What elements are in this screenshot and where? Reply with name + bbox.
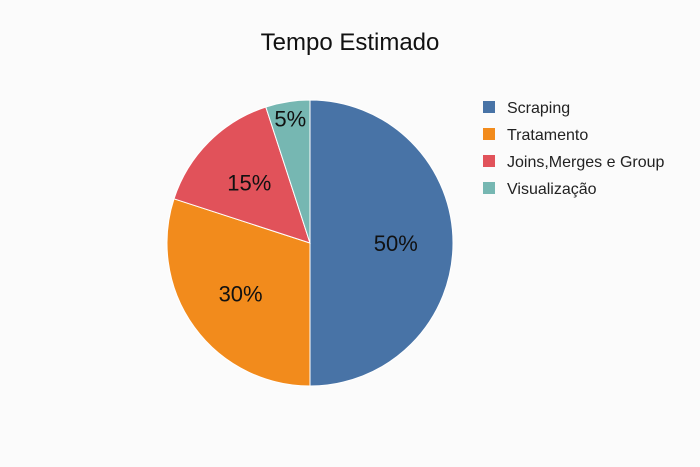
chart-title: Tempo Estimado bbox=[261, 29, 440, 56]
legend-swatch bbox=[483, 182, 495, 194]
pie-slice-visualiza-o bbox=[265, 99, 311, 244]
legend-swatch bbox=[483, 101, 495, 113]
pie-slice-labels: 50% 30% 15% 5% bbox=[219, 107, 418, 307]
legend-label: Scraping bbox=[507, 100, 570, 117]
legend-label: Joins,Merges e Group bbox=[507, 154, 665, 171]
pie-slice-tratamento bbox=[166, 198, 311, 387]
pie-slices bbox=[166, 99, 454, 387]
legend: Scraping Tratamento Joins,Merges e Group Vi… bbox=[483, 100, 665, 198]
legend-swatch bbox=[483, 128, 495, 140]
slice-value-label: 15% bbox=[227, 170, 271, 195]
slice-value-label: 5% bbox=[274, 107, 306, 132]
pie-slice-scraping bbox=[309, 99, 454, 387]
legend-swatch bbox=[483, 155, 495, 167]
slice-value-label: 50% bbox=[374, 231, 418, 256]
legend-label: Tratamento bbox=[507, 127, 588, 144]
legend-label: Visualização bbox=[507, 181, 597, 198]
pie-slice-joins-merges-e-group bbox=[173, 106, 311, 244]
slice-value-label: 30% bbox=[219, 281, 263, 306]
